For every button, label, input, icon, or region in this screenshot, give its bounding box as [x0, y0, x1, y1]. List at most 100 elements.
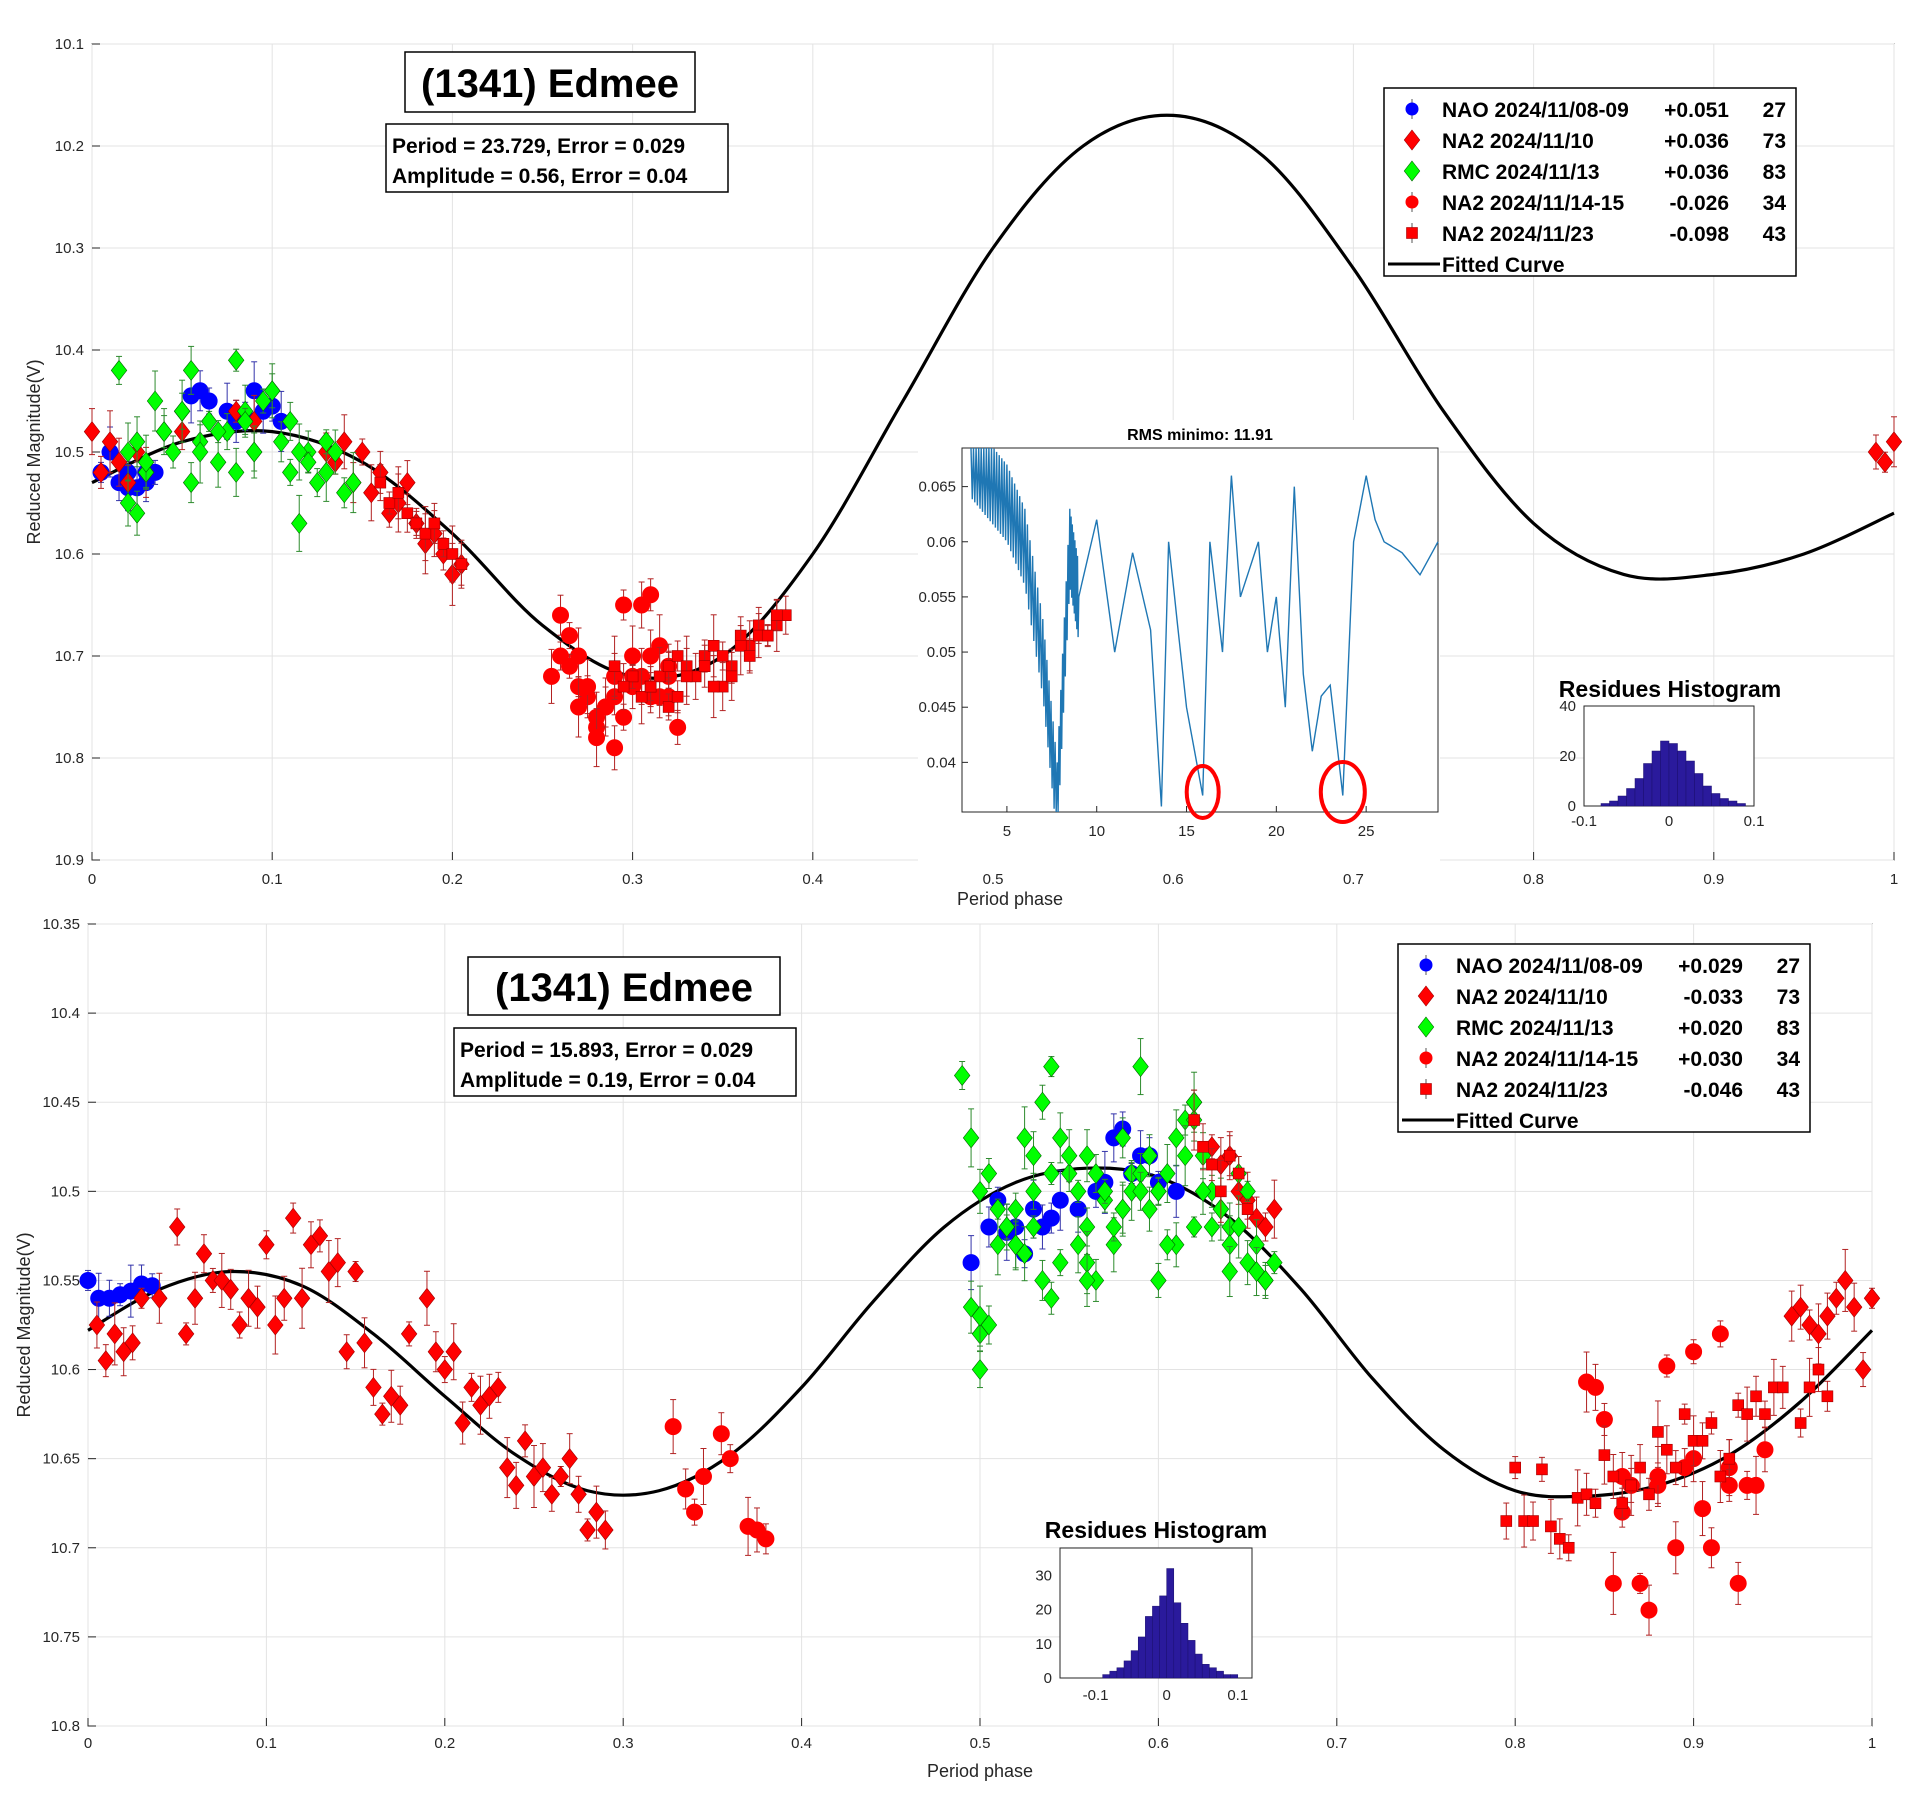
data-point [1705, 1417, 1718, 1429]
data-point [245, 441, 263, 463]
data-point [971, 1305, 989, 1327]
data-point [664, 1418, 682, 1436]
data-point [1034, 1091, 1051, 1113]
legend-offset: -0.098 [1669, 223, 1729, 246]
data-point [1159, 1163, 1176, 1184]
data-point [642, 647, 660, 665]
hist-bar [1209, 1667, 1217, 1679]
data-point [1141, 1145, 1158, 1167]
data-point [1685, 1343, 1703, 1361]
data-point [454, 1412, 471, 1434]
legend-count: 73 [1763, 130, 1786, 153]
top-legend: NAO 2024/11/08-09 +0.051 27 NA2 2024/11/10 +… [1383, 87, 1797, 277]
data-point [1694, 1500, 1712, 1518]
hist-bar [1109, 1670, 1118, 1679]
data-point [1223, 1149, 1236, 1162]
data-point [354, 441, 371, 463]
bottom-panel: 0 0.1 0.2 0.3 0.4 0.5 0.6 0.7 0.8 0.9 1 10.35 10.4 10… [14, 916, 1881, 1781]
legend-offset: -0.026 [1669, 192, 1729, 215]
data-point [1052, 1127, 1069, 1149]
data-point [1652, 1426, 1664, 1438]
legend-name: RMC 2024/11/13 [1456, 1017, 1614, 1040]
data-point [345, 472, 362, 494]
data-point [1580, 1488, 1593, 1501]
data-point [1607, 1470, 1620, 1483]
data-point [1714, 1470, 1727, 1483]
series-4 [374, 464, 792, 725]
data-point [1114, 1198, 1131, 1220]
legend-offset: +0.036 [1664, 130, 1729, 153]
data-point [1230, 1216, 1247, 1238]
data-point [418, 1287, 436, 1309]
data-point [516, 1430, 534, 1452]
data-point [716, 650, 729, 662]
data-point [588, 1501, 605, 1523]
y-tick-label: 10.2 [55, 138, 84, 155]
data-point [1867, 441, 1885, 463]
data-point [1750, 1390, 1762, 1403]
data-point [1266, 1252, 1283, 1274]
data-point [1069, 1200, 1087, 1218]
data-point [1863, 1287, 1881, 1309]
data-point [463, 1376, 480, 1398]
data-point [428, 517, 441, 530]
data-point [1586, 1378, 1604, 1396]
data-point [1239, 1252, 1256, 1274]
data-point [552, 1466, 569, 1487]
data-point [399, 472, 416, 494]
legend-offset: +0.029 [1678, 955, 1743, 978]
data-point [1257, 1216, 1274, 1238]
data-point [1105, 1216, 1122, 1238]
data-point [1016, 1127, 1033, 1149]
hist-bar [1159, 1595, 1167, 1679]
data-point [155, 421, 173, 443]
data-point [255, 390, 272, 412]
rms-minima-marks [1184, 760, 1367, 824]
data-point [588, 729, 606, 747]
data-point [336, 431, 353, 453]
y-tick-label: 10.75 [42, 1629, 80, 1646]
data-point [338, 1341, 355, 1363]
data-point [1500, 1515, 1513, 1527]
data-point [1150, 1269, 1167, 1291]
rms-y-tick: 0.065 [918, 479, 956, 496]
data-point [626, 670, 639, 683]
data-point [1105, 1234, 1122, 1256]
data-point [597, 1519, 614, 1541]
data-point [757, 1530, 775, 1548]
data-point [365, 1376, 382, 1398]
x-tick-label: 0.9 [1683, 1735, 1704, 1752]
data-point [694, 1467, 712, 1485]
data-point [1194, 1180, 1212, 1202]
hist-bar [1609, 800, 1619, 807]
hist-bar [1736, 803, 1746, 807]
data-point [1007, 1198, 1024, 1220]
data-point [318, 431, 335, 453]
hist-bar [1685, 760, 1695, 807]
hist-bar [1668, 743, 1678, 807]
data-point [1257, 1269, 1274, 1291]
data-point [143, 1277, 161, 1295]
legend-name: NAO 2024/11/08-09 [1442, 99, 1629, 122]
legend-name: NA2 2024/11/10 [1456, 986, 1608, 1009]
data-point [1141, 1198, 1158, 1220]
data-point [1266, 1198, 1283, 1220]
data-point [1803, 1381, 1816, 1394]
data-point [392, 1394, 409, 1416]
data-point [195, 1243, 213, 1265]
top-info-amplitude: Amplitude = 0.56, Error = 0.04 [392, 165, 688, 188]
data-point [561, 627, 579, 645]
data-point [282, 410, 299, 432]
data-point [686, 1503, 704, 1521]
rms-y-tick: 0.045 [918, 699, 956, 716]
data-point [1150, 1180, 1167, 1202]
data-point [200, 410, 218, 432]
data-point [227, 349, 245, 371]
data-point [1885, 431, 1903, 453]
rms-inset: RMS minimo: 11.91 5 10 15 20 25 0.04 0.045 0.05… [918, 420, 1440, 864]
data-point [1188, 1114, 1200, 1126]
hist-y-tick: 10 [1035, 1636, 1052, 1653]
hist-bar [1187, 1640, 1196, 1679]
rms-y-tick: 0.04 [927, 754, 956, 771]
legend-count: 27 [1777, 955, 1800, 978]
